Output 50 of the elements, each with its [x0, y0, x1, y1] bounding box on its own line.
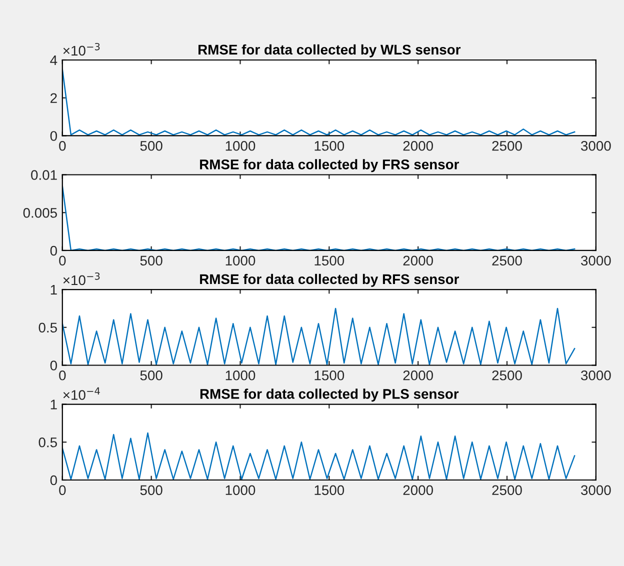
x-tick-label: 0 [59, 485, 66, 496]
y-tick-label: 4 [50, 55, 58, 66]
x-tick-label: 1000 [226, 256, 256, 266]
x-tick-label: 3000 [581, 140, 611, 151]
x-tick-label: 2000 [403, 370, 433, 380]
x-tick-label: 2500 [492, 485, 522, 496]
x-tick-label: 500 [140, 256, 162, 266]
y-tick-label: 0.005 [23, 208, 57, 218]
y-tick-label: 0 [50, 246, 57, 256]
x-tick-label: 1500 [314, 370, 344, 380]
chart-title: RMSE for data collected by WLS sensor [198, 44, 461, 58]
x-tick-label: 500 [140, 140, 162, 151]
x-tick-label: 2500 [492, 370, 522, 380]
line-series [62, 308, 576, 366]
x-tick-label: 1500 [314, 256, 344, 266]
y-tick-label: 0 [50, 131, 57, 141]
x-tick-label: 2500 [492, 140, 522, 151]
text: ×10$^{−4}$ [63, 387, 100, 400]
x-tick-label: 1000 [226, 140, 256, 151]
x-tick-label: 3000 [581, 485, 611, 496]
x-tick-label: 0 [59, 140, 66, 151]
y-tick-label: 0 [50, 475, 57, 486]
text: ×10$^{−3}$ [63, 272, 100, 286]
x-tick-label: 500 [140, 370, 162, 380]
x-tick-label: 2500 [492, 256, 522, 266]
y-tick-label: 0.5 [38, 437, 57, 448]
x-tick-label: 3000 [581, 256, 611, 266]
x-tick-label: 2000 [403, 140, 433, 151]
y-tick-label: 2 [50, 93, 57, 103]
y-tick-label: 1 [50, 284, 57, 295]
line-series [62, 68, 576, 136]
y-tick-label: 0.01 [31, 170, 57, 180]
text: ×10$^{−3}$ [63, 42, 100, 56]
y-tick-label: 1 [50, 400, 57, 410]
x-tick-label: 2000 [403, 256, 433, 266]
x-tick-label: 1000 [226, 370, 256, 380]
line-series [62, 432, 576, 480]
y-tick-label: 0 [50, 360, 57, 370]
x-tick-label: 1500 [314, 140, 344, 151]
y-tick-label: 0.5 [38, 322, 57, 333]
x-tick-label: 2000 [403, 485, 433, 496]
x-tick-label: 0 [59, 370, 66, 380]
x-tick-label: 3000 [581, 370, 611, 380]
chart-title: RMSE for data collected by FRS sensor [200, 159, 460, 172]
chart-title: RMSE for data collected by RFS sensor [200, 274, 460, 287]
chart-title: RMSE for data collected by PLS sensor [200, 388, 459, 402]
x-tick-label: 0 [59, 256, 66, 266]
x-tick-label: 500 [140, 485, 162, 496]
x-tick-label: 1000 [226, 485, 256, 496]
x-tick-label: 1500 [314, 485, 344, 496]
